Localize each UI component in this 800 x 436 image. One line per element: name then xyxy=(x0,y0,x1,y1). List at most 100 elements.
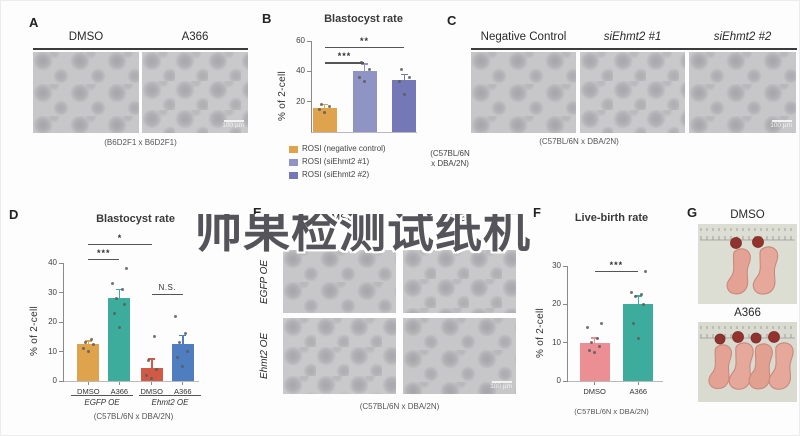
data-point xyxy=(407,75,411,79)
placenta xyxy=(714,333,726,345)
data-point xyxy=(147,358,151,362)
x-tick-label: A366 xyxy=(110,387,129,396)
group-rule-egfp xyxy=(71,395,133,396)
error-bar xyxy=(118,289,121,308)
placenta xyxy=(768,331,780,343)
y-tick xyxy=(307,70,312,73)
y-tick xyxy=(563,265,568,267)
x-tick xyxy=(151,382,153,385)
micrograph-a-dmso xyxy=(33,52,139,133)
panel-e-header-a366: A366 xyxy=(447,212,472,224)
panel-c-header-siehmt2-1: siEhmt2 #1 xyxy=(603,31,662,43)
data-point xyxy=(153,335,157,339)
micrograph-e-ehmt2-dmso xyxy=(283,318,396,394)
panel-e-caption: (C57BL/6N x DBA/2N) xyxy=(359,402,440,411)
bar-a366 xyxy=(171,344,194,381)
placenta xyxy=(750,332,762,344)
data-point xyxy=(174,314,178,318)
micrograph-a-a366: 100 µm xyxy=(142,52,248,133)
y-tick-label: 40 xyxy=(48,258,57,267)
data-point xyxy=(593,350,597,354)
legend-swatch-light-purple xyxy=(289,158,298,166)
error-cap xyxy=(400,73,408,76)
panel-a-caption: (B6D2F1 x B6D2F1) xyxy=(104,138,177,147)
data-point xyxy=(124,267,128,271)
data-point xyxy=(633,295,637,299)
error-cap xyxy=(84,346,92,348)
data-point xyxy=(363,80,366,84)
y-tick-label: 30 xyxy=(48,287,57,297)
panel-g-header-a366: A366 xyxy=(734,307,761,319)
panel-e-label: E xyxy=(253,205,262,220)
data-point xyxy=(112,311,116,315)
data-point xyxy=(641,302,645,306)
x-tick-label: A366 xyxy=(174,387,192,396)
y-tick xyxy=(563,303,568,306)
data-point xyxy=(358,75,361,79)
data-point xyxy=(397,80,401,84)
data-point xyxy=(643,270,647,274)
error-bar xyxy=(637,295,640,313)
significance-line xyxy=(324,47,405,49)
data-point xyxy=(176,355,180,359)
panel-c-header-siehmt2-2: siEhmt2 #2 xyxy=(713,31,772,43)
y-tick-label: 0 xyxy=(52,376,57,385)
error-cap xyxy=(115,288,123,291)
data-point xyxy=(178,341,182,345)
y-tick xyxy=(59,262,64,264)
micrograph-e-egfp-a366 xyxy=(403,250,516,313)
panel-d-caption: (C57BL/6N x DBA/2N) xyxy=(93,412,174,421)
y-tick-label: 0 xyxy=(556,376,561,385)
error-bar xyxy=(363,63,366,79)
data-point xyxy=(399,68,403,72)
error-cap xyxy=(634,295,642,297)
y-tick-label: 40 xyxy=(296,66,305,76)
group-label-egfp-oe: EGFP OE xyxy=(84,398,120,407)
legend-item-siehmt2-1: ROSI (siEhmt2 #1) xyxy=(289,157,459,168)
y-tick xyxy=(563,342,568,344)
y-tick-label: 30 xyxy=(552,261,561,270)
scale-bar: 100 µm xyxy=(770,120,792,129)
blastocyst-rate-chart-d: 0 10 20 30 40 DMSO A366 DMSO A366 *** * N.S. xyxy=(48,233,199,396)
panel-c-label: C xyxy=(447,13,457,28)
placenta xyxy=(730,237,742,249)
micrograph-c-siehmt2-2: 100 µm xyxy=(689,52,796,133)
panel-e-header-dmso: DMSO xyxy=(323,212,356,224)
significance-line xyxy=(151,293,183,296)
significance-label: * xyxy=(117,232,123,243)
data-point xyxy=(586,325,590,329)
panel-b-label: B xyxy=(262,11,272,26)
error-cap xyxy=(179,334,187,337)
panel-c-header-negative-control: Negative Control xyxy=(480,31,567,43)
significance-line xyxy=(324,62,365,64)
data-point xyxy=(120,288,124,292)
scale-bar: 100 µm xyxy=(222,120,244,129)
panel-e-row-label-ehmt2-oe: Ehmt2 OE xyxy=(259,332,270,380)
error-cap xyxy=(179,352,187,354)
bar-dmso xyxy=(579,342,610,381)
y-tick xyxy=(59,351,64,353)
error-bar xyxy=(403,74,406,87)
y-tick xyxy=(59,321,64,323)
live-birth-rate-chart-f: 0 10 20 30 DMSO A366 *** xyxy=(552,260,663,396)
panel-b-chart-title: Blastocyst rate xyxy=(324,13,403,25)
panel-f-caption: (C57BL/6N x DBA/2N) xyxy=(574,407,649,416)
data-point xyxy=(636,337,640,341)
data-point xyxy=(81,347,85,351)
panel-g-header-dmso: DMSO xyxy=(730,209,765,221)
x-tick xyxy=(637,382,639,385)
data-point xyxy=(150,376,154,380)
group-label-ehmt2-oe: Ehmt2 OE xyxy=(151,398,189,407)
error-cap xyxy=(591,346,599,349)
data-point xyxy=(590,341,594,345)
y-tick-label: 60 xyxy=(296,36,305,45)
error-bar xyxy=(323,104,326,111)
data-point xyxy=(155,367,159,371)
data-point xyxy=(631,322,635,325)
y-tick xyxy=(59,380,64,382)
x-tick-label: DMSO xyxy=(583,387,606,396)
data-point xyxy=(402,92,406,96)
y-tick xyxy=(59,292,64,294)
error-bar xyxy=(182,335,184,353)
x-tick xyxy=(594,382,596,385)
